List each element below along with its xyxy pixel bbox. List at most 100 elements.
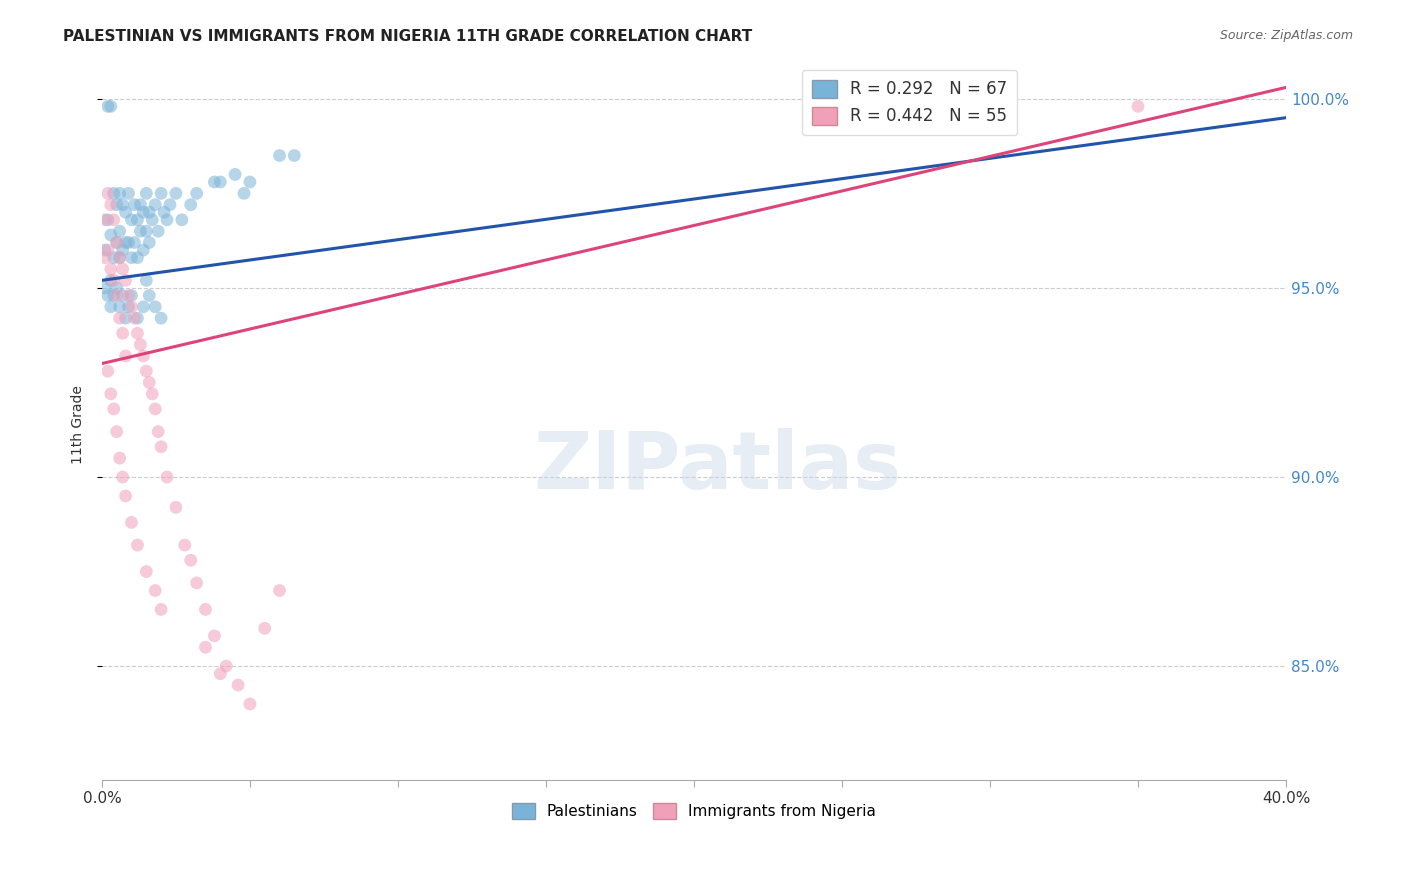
Point xyxy=(143,197,166,211)
Point xyxy=(215,659,238,673)
Point xyxy=(127,326,149,341)
Point xyxy=(202,175,225,189)
Point xyxy=(239,175,262,189)
Point xyxy=(153,205,176,219)
Point xyxy=(202,629,225,643)
Point xyxy=(97,243,120,257)
Point xyxy=(108,251,131,265)
Point xyxy=(132,349,155,363)
Point xyxy=(103,288,125,302)
Point xyxy=(114,349,136,363)
Point xyxy=(209,175,232,189)
Point xyxy=(194,640,217,655)
Point xyxy=(194,602,217,616)
Point xyxy=(127,212,149,227)
Point xyxy=(114,273,136,287)
Point xyxy=(121,300,143,314)
Point xyxy=(127,311,149,326)
Point xyxy=(114,489,136,503)
Point xyxy=(124,235,146,250)
Point xyxy=(233,186,256,201)
Point xyxy=(114,205,136,219)
Point xyxy=(108,311,131,326)
Point xyxy=(103,212,125,227)
Point xyxy=(224,168,246,182)
Point xyxy=(165,500,187,515)
Point xyxy=(111,262,134,277)
Point xyxy=(124,311,146,326)
Legend: Palestinians, Immigrants from Nigeria: Palestinians, Immigrants from Nigeria xyxy=(506,797,882,825)
Point xyxy=(283,148,305,162)
Point xyxy=(156,212,179,227)
Point xyxy=(253,621,276,635)
Point xyxy=(129,337,152,351)
Point xyxy=(180,197,202,211)
Y-axis label: 11th Grade: 11th Grade xyxy=(72,384,86,464)
Point xyxy=(124,197,146,211)
Text: ZIPatlas: ZIPatlas xyxy=(533,428,901,506)
Point xyxy=(108,186,131,201)
Point xyxy=(135,224,157,238)
Point xyxy=(226,678,249,692)
Point xyxy=(108,300,131,314)
Text: Source: ZipAtlas.com: Source: ZipAtlas.com xyxy=(1219,29,1353,42)
Point xyxy=(100,99,122,113)
Point xyxy=(156,470,179,484)
Point xyxy=(135,186,157,201)
Point xyxy=(1126,99,1149,113)
Point xyxy=(138,288,160,302)
Point xyxy=(103,401,125,416)
Point xyxy=(117,288,139,302)
Point xyxy=(97,99,120,113)
Point xyxy=(94,212,117,227)
Point xyxy=(94,281,117,295)
Point xyxy=(141,386,163,401)
Point xyxy=(141,212,163,227)
Point xyxy=(138,376,160,390)
Point xyxy=(97,364,120,378)
Point xyxy=(132,243,155,257)
Point xyxy=(135,273,157,287)
Point xyxy=(180,553,202,567)
Point xyxy=(117,186,139,201)
Point xyxy=(97,288,120,302)
Point xyxy=(108,224,131,238)
Point xyxy=(135,364,157,378)
Point xyxy=(269,583,291,598)
Point xyxy=(209,666,232,681)
Point xyxy=(127,538,149,552)
Point xyxy=(121,516,143,530)
Point xyxy=(138,235,160,250)
Point xyxy=(150,602,173,616)
Point xyxy=(111,470,134,484)
Point xyxy=(100,300,122,314)
Point xyxy=(165,186,187,201)
Point xyxy=(132,300,155,314)
Point xyxy=(143,401,166,416)
Point xyxy=(100,262,122,277)
Point xyxy=(138,205,160,219)
Point xyxy=(269,148,291,162)
Point xyxy=(108,451,131,466)
Point xyxy=(186,576,208,591)
Point xyxy=(111,326,134,341)
Text: PALESTINIAN VS IMMIGRANTS FROM NIGERIA 11TH GRADE CORRELATION CHART: PALESTINIAN VS IMMIGRANTS FROM NIGERIA 1… xyxy=(63,29,752,44)
Point xyxy=(173,538,195,552)
Point xyxy=(159,197,181,211)
Point xyxy=(150,440,173,454)
Point xyxy=(146,425,169,439)
Point xyxy=(105,235,128,250)
Point xyxy=(129,197,152,211)
Point xyxy=(97,212,120,227)
Point xyxy=(146,224,169,238)
Point xyxy=(111,288,134,302)
Point xyxy=(143,583,166,598)
Point xyxy=(150,311,173,326)
Point xyxy=(121,251,143,265)
Point xyxy=(105,281,128,295)
Point xyxy=(121,212,143,227)
Point xyxy=(239,697,262,711)
Point xyxy=(103,273,125,287)
Point xyxy=(100,273,122,287)
Point xyxy=(111,197,134,211)
